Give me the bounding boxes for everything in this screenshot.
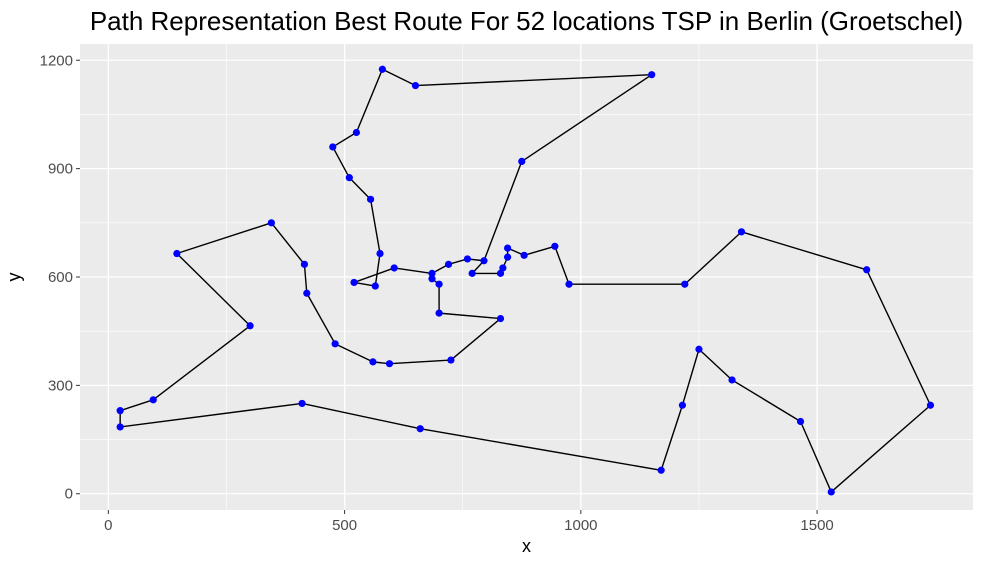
data-point [149, 396, 157, 404]
data-point [303, 289, 311, 297]
data-point [435, 280, 443, 288]
y-tick-label: 600 [48, 269, 73, 286]
data-point [468, 269, 476, 277]
data-point [435, 309, 443, 317]
data-point [331, 340, 339, 348]
data-point [520, 251, 528, 259]
data-point [267, 219, 275, 227]
data-point [352, 128, 361, 137]
y-tick-label: 1200 [40, 52, 73, 69]
data-point [463, 255, 472, 263]
data-point [504, 253, 512, 261]
data-point [565, 280, 573, 288]
data-point [518, 157, 526, 166]
grid-lines [80, 44, 973, 510]
data-point [428, 269, 436, 277]
data-point [329, 143, 337, 151]
route-segment-north [332, 68, 653, 261]
data-point [863, 266, 871, 274]
data-point [300, 260, 309, 268]
data-point [345, 174, 353, 182]
data-point [796, 417, 805, 426]
x-axis-title: x [522, 536, 531, 556]
data-point [246, 322, 254, 330]
x-tick-label: 0 [104, 517, 112, 534]
data-point [116, 423, 124, 431]
data-point [504, 244, 512, 252]
data-point [385, 360, 394, 368]
data-point [728, 376, 736, 384]
route-points [116, 65, 935, 496]
data-point [681, 280, 689, 288]
data-point [657, 466, 665, 474]
y-tick-label: 900 [48, 161, 73, 178]
data-point [378, 65, 386, 73]
y-tick-label: 0 [65, 486, 73, 503]
data-point [447, 356, 455, 364]
data-point [350, 278, 358, 287]
route-segment-link [374, 253, 381, 287]
data-point [376, 249, 384, 258]
data-point [371, 282, 379, 290]
data-point [480, 257, 488, 265]
data-point [678, 401, 687, 409]
data-point [390, 264, 398, 272]
data-point [648, 71, 656, 79]
x-tick-label: 1500 [800, 517, 833, 534]
y-axis-title: y [4, 273, 24, 282]
data-point [926, 401, 935, 409]
data-point [551, 242, 559, 250]
data-point [737, 228, 746, 236]
data-point [369, 358, 377, 366]
chart-title: Path Representation Best Route For 52 lo… [89, 6, 964, 36]
y-tick-label: 300 [48, 377, 73, 394]
data-point [173, 249, 181, 258]
data-point [411, 81, 420, 90]
data-point [428, 275, 436, 283]
data-point [366, 195, 375, 203]
data-point [827, 488, 835, 496]
route-segment-center [353, 267, 433, 287]
data-point [116, 407, 124, 415]
x-tick-label: 500 [332, 517, 357, 534]
data-point [416, 425, 424, 433]
data-point [444, 260, 453, 268]
data-point [496, 314, 505, 323]
data-point [695, 345, 703, 353]
data-point [298, 399, 306, 408]
axes: 0 500 1000 1500 0 300 600 900 1200 x y [4, 52, 834, 556]
x-tick-label: 1000 [564, 517, 597, 534]
data-point [499, 264, 507, 272]
data-point [496, 269, 505, 277]
